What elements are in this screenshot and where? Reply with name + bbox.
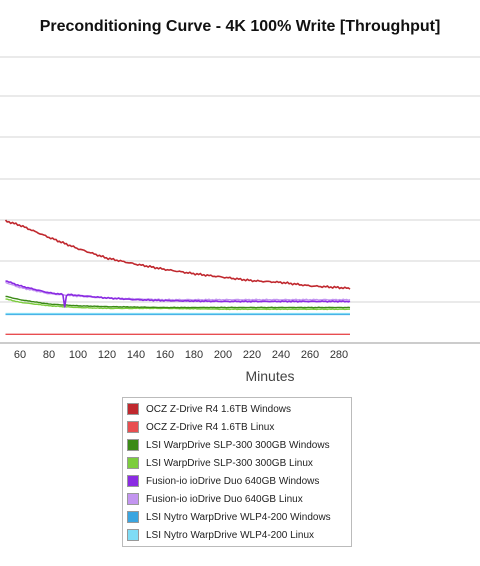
x-axis-label: Minutes — [245, 368, 295, 384]
legend-swatch — [127, 529, 139, 541]
legend-label: LSI Nytro WarpDrive WLP4-200 Windows — [146, 511, 331, 523]
legend-item[interactable]: Fusion-io ioDrive Duo 640GB Linux — [127, 490, 351, 508]
legend-item[interactable]: OCZ Z-Drive R4 1.6TB Linux — [127, 418, 351, 436]
legend-item[interactable]: LSI WarpDrive SLP-300 300GB Windows — [127, 436, 351, 454]
x-tick-label: 100 — [69, 349, 87, 360]
legend: OCZ Z-Drive R4 1.6TB Windows OCZ Z-Drive … — [122, 397, 352, 547]
legend-swatch — [127, 511, 139, 523]
legend-swatch — [127, 403, 139, 415]
series-line-0 — [4, 219, 351, 290]
series-line-4 — [5, 280, 351, 308]
legend-label: LSI WarpDrive SLP-300 300GB Linux — [146, 457, 313, 469]
x-tick-label: 60 — [14, 349, 26, 360]
x-tick-label: 120 — [98, 349, 116, 360]
x-tick-label: 80 — [43, 349, 55, 360]
x-tick-label: 240 — [272, 349, 290, 360]
legend-swatch — [127, 457, 139, 469]
legend-label: Fusion-io ioDrive Duo 640GB Linux — [146, 493, 303, 505]
legend-swatch — [127, 439, 139, 451]
series-line-2 — [5, 295, 351, 309]
legend-swatch — [127, 421, 139, 433]
chart-plot: 60 80 100 120 140 160 180 200 220 240 260 280 — [0, 56, 480, 360]
legend-item[interactable]: LSI Nytro WarpDrive WLP4-200 Windows — [127, 508, 351, 526]
x-tick-label: 140 — [127, 349, 145, 360]
x-tick-label: 220 — [243, 349, 261, 360]
legend-item[interactable]: Fusion-io ioDrive Duo 640GB Windows — [127, 472, 351, 490]
chart-title: Preconditioning Curve - 4K 100% Write [T… — [39, 18, 441, 35]
legend-item[interactable]: LSI Nytro WarpDrive WLP4-200 Linux — [127, 526, 351, 544]
legend-label: Fusion-io ioDrive Duo 640GB Windows — [146, 475, 320, 487]
legend-item[interactable]: OCZ Z-Drive R4 1.6TB Windows — [127, 400, 351, 418]
legend-swatch — [127, 475, 139, 487]
x-tick-label: 200 — [214, 349, 232, 360]
legend-label: OCZ Z-Drive R4 1.6TB Windows — [146, 403, 292, 415]
x-tick-label: 280 — [330, 349, 348, 360]
legend-label: LSI Nytro WarpDrive WLP4-200 Linux — [146, 529, 315, 541]
legend-item[interactable]: LSI WarpDrive SLP-300 300GB Linux — [127, 454, 351, 472]
x-tick-labels: 60 80 100 120 140 160 180 200 220 240 260 280 — [14, 349, 348, 360]
series-line-3 — [5, 298, 350, 311]
grid-lines — [0, 56, 480, 344]
series-lines — [4, 219, 351, 335]
x-tick-label: 180 — [185, 349, 203, 360]
legend-swatch — [127, 493, 139, 505]
legend-label: OCZ Z-Drive R4 1.6TB Linux — [146, 421, 275, 433]
x-tick-label: 160 — [156, 349, 174, 360]
legend-label: LSI WarpDrive SLP-300 300GB Windows — [146, 439, 330, 451]
x-tick-label: 260 — [301, 349, 319, 360]
